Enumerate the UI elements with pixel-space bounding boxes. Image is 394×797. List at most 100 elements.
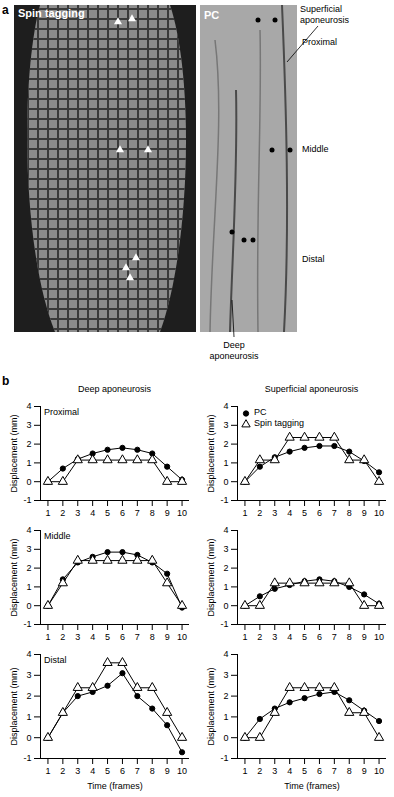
svg-text:7: 7 — [135, 508, 140, 518]
svg-text:5: 5 — [105, 766, 110, 776]
svg-text:4: 4 — [90, 766, 95, 776]
svg-text:2: 2 — [26, 439, 31, 449]
svg-text:1: 1 — [26, 582, 31, 592]
svg-text:1: 1 — [223, 458, 228, 468]
svg-text:Spin tagging: Spin tagging — [18, 7, 85, 19]
svg-text:-1: -1 — [220, 753, 228, 763]
svg-text:Displacement (mm): Displacement (mm) — [9, 667, 19, 745]
svg-text:-1: -1 — [23, 753, 31, 763]
svg-text:3: 3 — [223, 420, 228, 430]
svg-text:1: 1 — [26, 712, 31, 722]
svg-text:3: 3 — [75, 766, 80, 776]
svg-text:3: 3 — [223, 670, 228, 680]
svg-text:Proximal: Proximal — [302, 37, 337, 47]
svg-text:5: 5 — [105, 508, 110, 518]
svg-text:4: 4 — [287, 632, 292, 642]
svg-text:4: 4 — [223, 649, 228, 659]
svg-text:2: 2 — [223, 439, 228, 449]
svg-text:10: 10 — [374, 508, 384, 518]
svg-text:0: 0 — [223, 733, 228, 743]
svg-text:9: 9 — [362, 766, 367, 776]
svg-text:2: 2 — [257, 632, 262, 642]
svg-text:6: 6 — [120, 632, 125, 642]
svg-text:1: 1 — [242, 632, 247, 642]
svg-text:PC: PC — [204, 9, 219, 21]
svg-text:Deep: Deep — [223, 340, 245, 350]
svg-text:-1: -1 — [220, 619, 228, 629]
svg-text:8: 8 — [150, 632, 155, 642]
svg-text:7: 7 — [332, 632, 337, 642]
svg-text:4: 4 — [287, 766, 292, 776]
svg-text:1: 1 — [223, 582, 228, 592]
svg-text:8: 8 — [347, 508, 352, 518]
svg-text:1: 1 — [242, 766, 247, 776]
svg-text:0: 0 — [26, 601, 31, 611]
svg-text:2: 2 — [223, 691, 228, 701]
svg-text:-1: -1 — [23, 619, 31, 629]
svg-text:3: 3 — [272, 632, 277, 642]
svg-text:6: 6 — [120, 766, 125, 776]
svg-text:Superficial: Superficial — [300, 4, 342, 14]
svg-text:4: 4 — [223, 525, 228, 535]
svg-text:a: a — [2, 3, 9, 17]
svg-text:2: 2 — [60, 632, 65, 642]
svg-text:3: 3 — [26, 670, 31, 680]
svg-text:2: 2 — [26, 691, 31, 701]
svg-text:0: 0 — [26, 733, 31, 743]
svg-text:2: 2 — [257, 766, 262, 776]
svg-text:7: 7 — [135, 766, 140, 776]
svg-text:Displacement (mm): Displacement (mm) — [9, 414, 19, 492]
svg-text:4: 4 — [90, 508, 95, 518]
svg-text:6: 6 — [317, 508, 322, 518]
svg-text:3: 3 — [272, 766, 277, 776]
svg-text:2: 2 — [60, 766, 65, 776]
svg-text:10: 10 — [177, 508, 187, 518]
svg-text:3: 3 — [75, 508, 80, 518]
svg-text:10: 10 — [177, 766, 187, 776]
svg-text:1: 1 — [45, 508, 50, 518]
svg-text:1: 1 — [242, 508, 247, 518]
svg-text:4: 4 — [287, 508, 292, 518]
svg-text:5: 5 — [105, 632, 110, 642]
svg-text:3: 3 — [26, 544, 31, 554]
svg-text:4: 4 — [26, 649, 31, 659]
svg-text:7: 7 — [332, 766, 337, 776]
svg-text:1: 1 — [223, 712, 228, 722]
svg-text:5: 5 — [302, 632, 307, 642]
svg-text:5: 5 — [302, 766, 307, 776]
svg-text:Displacement (mm): Displacement (mm) — [206, 414, 216, 492]
svg-text:3: 3 — [272, 508, 277, 518]
svg-text:7: 7 — [135, 632, 140, 642]
svg-text:Displacement (mm): Displacement (mm) — [9, 538, 19, 616]
svg-text:0: 0 — [223, 601, 228, 611]
svg-text:1: 1 — [45, 766, 50, 776]
svg-text:Displacement (mm): Displacement (mm) — [206, 538, 216, 616]
svg-text:4: 4 — [90, 632, 95, 642]
svg-text:6: 6 — [120, 508, 125, 518]
svg-text:Displacement (mm): Displacement (mm) — [206, 667, 216, 745]
svg-text:3: 3 — [26, 420, 31, 430]
svg-text:aponeurosis: aponeurosis — [209, 351, 259, 361]
svg-text:6: 6 — [317, 632, 322, 642]
svg-text:10: 10 — [374, 766, 384, 776]
svg-text:6: 6 — [317, 766, 322, 776]
svg-text:2: 2 — [26, 563, 31, 573]
svg-text:Middle: Middle — [302, 144, 329, 154]
svg-text:Time (frames): Time (frames) — [87, 781, 143, 791]
svg-text:2: 2 — [223, 563, 228, 573]
svg-text:8: 8 — [150, 766, 155, 776]
svg-text:4: 4 — [26, 401, 31, 411]
svg-text:2: 2 — [257, 508, 262, 518]
svg-text:9: 9 — [165, 632, 170, 642]
svg-text:3: 3 — [75, 632, 80, 642]
svg-text:4: 4 — [223, 401, 228, 411]
svg-text:4: 4 — [26, 525, 31, 535]
svg-text:9: 9 — [362, 508, 367, 518]
svg-text:7: 7 — [332, 508, 337, 518]
svg-text:8: 8 — [347, 632, 352, 642]
svg-text:9: 9 — [165, 766, 170, 776]
svg-text:aponeurosis: aponeurosis — [300, 15, 350, 25]
svg-text:3: 3 — [223, 544, 228, 554]
svg-text:1: 1 — [45, 632, 50, 642]
svg-text:5: 5 — [302, 508, 307, 518]
